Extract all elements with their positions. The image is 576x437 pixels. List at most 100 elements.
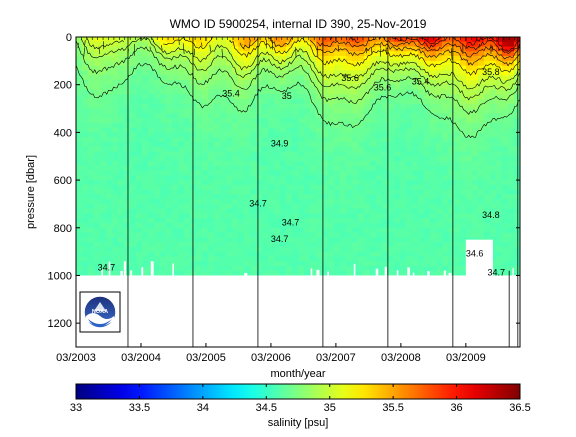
heatmap-cell — [112, 247, 119, 252]
heatmap-cell — [250, 247, 257, 252]
heatmap-cell — [256, 113, 263, 118]
heatmap-cell — [340, 175, 347, 180]
heatmap-cell — [328, 190, 335, 195]
heatmap-cell — [124, 256, 131, 261]
heatmap-cell — [298, 118, 305, 123]
heatmap-cell — [220, 237, 227, 242]
heatmap-cell — [328, 128, 335, 133]
heatmap-cell — [298, 123, 305, 128]
heatmap-cell — [118, 151, 125, 156]
heatmap-cell — [466, 37, 473, 42]
heatmap-cell — [154, 228, 161, 233]
heatmap-cell — [148, 213, 155, 218]
heatmap-cell — [286, 271, 293, 276]
heatmap-cell — [202, 199, 209, 204]
heatmap-cell — [292, 137, 299, 142]
heatmap-cell — [364, 252, 371, 257]
heatmap-cell — [436, 252, 443, 257]
heatmap-cell — [472, 113, 479, 118]
heatmap-cell — [406, 261, 413, 266]
heatmap-cell — [418, 166, 425, 171]
heatmap-cell — [466, 80, 473, 85]
heatmap-cell — [424, 180, 431, 185]
heatmap-cell — [106, 156, 113, 161]
heatmap-cell — [250, 190, 257, 195]
heatmap-cell — [88, 70, 95, 75]
heatmap-cell — [490, 113, 497, 118]
heatmap-cell — [454, 261, 461, 266]
heatmap-cell — [340, 104, 347, 109]
heatmap-cell — [178, 132, 185, 137]
heatmap-cell — [262, 252, 269, 257]
heatmap-cell — [334, 70, 341, 75]
heatmap-cell — [310, 156, 317, 161]
heatmap-cell — [250, 261, 257, 266]
heatmap-cell — [196, 75, 203, 80]
heatmap-cell — [370, 142, 377, 147]
heatmap-cell — [214, 175, 221, 180]
heatmap-cell — [274, 109, 281, 114]
heatmap-cell — [352, 61, 359, 66]
heatmap-cell — [340, 61, 347, 66]
heatmap-cell — [130, 113, 137, 118]
heatmap-cell — [436, 166, 443, 171]
heatmap-cell — [274, 80, 281, 85]
heatmap-cell — [100, 128, 107, 133]
heatmap-cell — [106, 99, 113, 104]
heatmap-cell — [358, 128, 365, 133]
heatmap-cell — [154, 151, 161, 156]
heatmap-cell — [316, 194, 323, 199]
heatmap-cell — [124, 94, 131, 99]
heatmap-cell — [292, 37, 299, 42]
heatmap-cell — [388, 171, 395, 176]
heatmap-cell — [292, 94, 299, 99]
heatmap-cell — [196, 185, 203, 190]
heatmap-cell — [304, 180, 311, 185]
heatmap-cell — [142, 123, 149, 128]
heatmap-cell — [430, 123, 437, 128]
heatmap-cell — [424, 161, 431, 166]
heatmap-cell — [196, 256, 203, 261]
heatmap-cell — [466, 128, 473, 133]
heatmap-cell — [490, 223, 497, 228]
heatmap-cell — [82, 213, 89, 218]
heatmap-cell — [310, 175, 317, 180]
heatmap-cell — [88, 247, 95, 252]
heatmap-cell — [202, 70, 209, 75]
heatmap-cell — [130, 194, 137, 199]
heatmap-cell — [94, 113, 101, 118]
heatmap-cell — [268, 161, 275, 166]
heatmap-cell — [76, 109, 83, 114]
heatmap-cell — [250, 147, 257, 152]
heatmap-cell — [370, 266, 377, 271]
heatmap-cell — [244, 175, 251, 180]
heatmap-cell — [304, 185, 311, 190]
heatmap-cell — [100, 180, 107, 185]
heatmap-cell — [502, 247, 509, 252]
heatmap-cell — [118, 228, 125, 233]
heatmap-cell — [214, 142, 221, 147]
heatmap-cell — [508, 233, 515, 238]
contour-label: 34.7 — [249, 198, 267, 208]
heatmap-cell — [370, 128, 377, 133]
heatmap-cell — [376, 199, 383, 204]
heatmap-cell — [358, 171, 365, 176]
heatmap-cell — [88, 190, 95, 195]
heatmap-cell — [400, 199, 407, 204]
heatmap-cell — [442, 123, 449, 128]
heatmap-cell — [418, 213, 425, 218]
heatmap-cell — [148, 166, 155, 171]
heatmap-cell — [280, 47, 287, 52]
heatmap-cell — [148, 194, 155, 199]
heatmap-cell — [454, 70, 461, 75]
heatmap-cell — [400, 171, 407, 176]
heatmap-cell — [250, 61, 257, 66]
heatmap-cell — [172, 209, 179, 214]
heatmap-cell — [370, 252, 377, 257]
heatmap-cell — [412, 261, 419, 266]
heatmap-cell — [508, 199, 515, 204]
heatmap-cell — [196, 252, 203, 257]
heatmap-cell — [424, 228, 431, 233]
heatmap-cell — [472, 190, 479, 195]
heatmap-cell — [334, 261, 341, 266]
